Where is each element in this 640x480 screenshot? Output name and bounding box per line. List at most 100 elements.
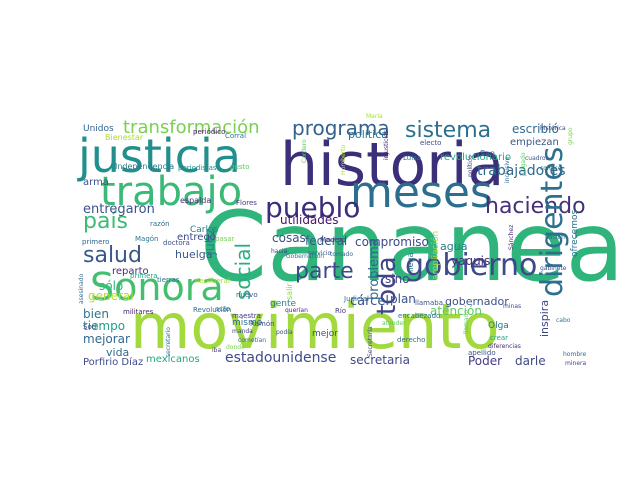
cloud-word: parte — [295, 259, 354, 284]
cloud-word: Judicial — [343, 295, 369, 303]
cloud-word: meses — [350, 167, 493, 218]
cloud-word: espalda — [180, 196, 211, 205]
cloud-word: donde — [226, 344, 245, 351]
cloud-word: Río — [335, 307, 346, 315]
cloud-word: utilidades — [280, 213, 339, 227]
cloud-word: Revolución — [193, 306, 231, 314]
cloud-word: historia — [280, 130, 504, 200]
cloud-word: huelga — [175, 248, 213, 261]
cloud-word: Unidos — [83, 124, 114, 134]
cloud-word: tomado — [330, 251, 353, 258]
cloud-word: mismo — [232, 318, 263, 328]
cloud-word: querían — [285, 307, 308, 314]
cloud-word: tiempo — [83, 319, 125, 333]
cloud-word: Madero — [320, 236, 346, 244]
cloud-word: ampliación — [430, 231, 441, 280]
cloud-word: Secretaría — [367, 326, 374, 357]
cloud-word: bien — [83, 307, 109, 321]
cloud-word: Magón — [135, 235, 159, 243]
cloud-word: Flores — [236, 199, 257, 207]
cloud-word: San — [480, 149, 495, 158]
cloud-word: darle — [515, 354, 546, 368]
cloud-word: gabinete — [540, 265, 567, 272]
cloud-word: primera — [130, 272, 158, 280]
cloud-word: manda — [232, 328, 253, 335]
cloud-word: pasar — [215, 235, 235, 243]
cloud-word: ofrecemos — [570, 210, 580, 257]
cloud-word: política — [348, 128, 388, 141]
cloud-word: electo — [420, 139, 441, 147]
cloud-word: hacia — [271, 248, 287, 255]
cloud-word: problema — [367, 238, 382, 300]
cloud-word: María — [366, 113, 383, 120]
cloud-word: cabo — [556, 317, 571, 324]
cloud-word: cárcel — [350, 294, 389, 309]
cloud-word: político — [467, 155, 474, 177]
cloud-word: derecho — [397, 336, 425, 344]
cloud-word: Ramón — [250, 320, 275, 328]
cloud-word: trabajadores — [477, 163, 566, 179]
cloud-word: mexicanos — [146, 354, 200, 365]
cloud-word: minera — [565, 360, 586, 367]
cloud-word: sino — [385, 272, 410, 286]
cloud-word: juez — [203, 228, 218, 256]
cloud-word: gobernador — [445, 295, 509, 308]
cloud-word: toda — [372, 256, 402, 315]
cloud-word: encabezado — [398, 312, 440, 320]
cloud-word: conoce — [540, 165, 562, 172]
cloud-word: inspira — [538, 300, 551, 337]
cloud-word: Cananea — [200, 191, 624, 303]
cloud-word: nuevo — [236, 291, 258, 299]
cloud-word: secretaria — [350, 353, 410, 367]
cloud-word: cometían — [238, 337, 266, 344]
cloud-word: primero — [82, 238, 109, 246]
cloud-word: agua — [440, 240, 467, 253]
cloud-word: grupo — [567, 127, 574, 145]
cloud-word: país — [83, 209, 128, 234]
cloud-word: Gobernación — [286, 253, 324, 260]
cloud-word: dirigentes — [535, 147, 570, 297]
cloud-word: federal — [305, 234, 347, 248]
cloud-word: Porfirio Díaz — [83, 356, 143, 368]
cloud-word: vida — [106, 346, 129, 359]
cloud-word: social — [231, 243, 255, 300]
cloud-word: haciendo — [485, 194, 586, 219]
cloud-word: entregaron — [83, 202, 155, 217]
cloud-word: transformación — [123, 117, 260, 138]
cloud-word: compromiso — [355, 235, 429, 249]
cloud-word: empiezan — [510, 137, 559, 148]
cloud-word: revolucionario — [440, 152, 511, 163]
cloud-word: Independencia — [115, 162, 174, 171]
cloud-word: sólo — [99, 279, 123, 293]
cloud-word: crear — [490, 334, 508, 342]
cloud-word: atención — [430, 304, 482, 318]
cloud-word: cosas — [272, 231, 306, 245]
cloud-word: justicia — [77, 129, 241, 183]
cloud-word: arma — [83, 177, 109, 188]
cloud-word: acto — [215, 305, 230, 313]
cloud-word: apellido — [468, 349, 496, 357]
cloud-word: juzgado — [520, 152, 527, 177]
cloud-word: histórica — [540, 125, 566, 132]
cloud-word: atender — [382, 320, 406, 327]
cloud-word: nación — [545, 234, 565, 241]
cloud-word: hombre — [563, 351, 586, 358]
cloud-word: llamado — [463, 310, 470, 334]
cloud-word: estadounidense — [225, 350, 336, 366]
cloud-word: salir — [285, 282, 294, 300]
cloud-word: plan — [390, 292, 416, 306]
cloud-word: gusto — [230, 163, 250, 171]
cloud-word: Sánchez — [508, 225, 515, 250]
cloud-word: cuadros — [525, 155, 549, 162]
cloud-word: militares — [123, 308, 154, 316]
cloud-word: Bienestar — [105, 133, 144, 142]
cloud-word: injusticias — [383, 130, 390, 160]
cloud-word: periodistas — [178, 164, 217, 172]
cloud-word: secretario — [165, 327, 172, 357]
cloud-word: sistema — [405, 118, 491, 143]
cloud-word: trabajo — [100, 169, 242, 215]
cloud-word: periódico — [193, 128, 225, 136]
cloud-word: Olga — [488, 321, 509, 331]
cloud-word: movimiento — [130, 290, 500, 363]
